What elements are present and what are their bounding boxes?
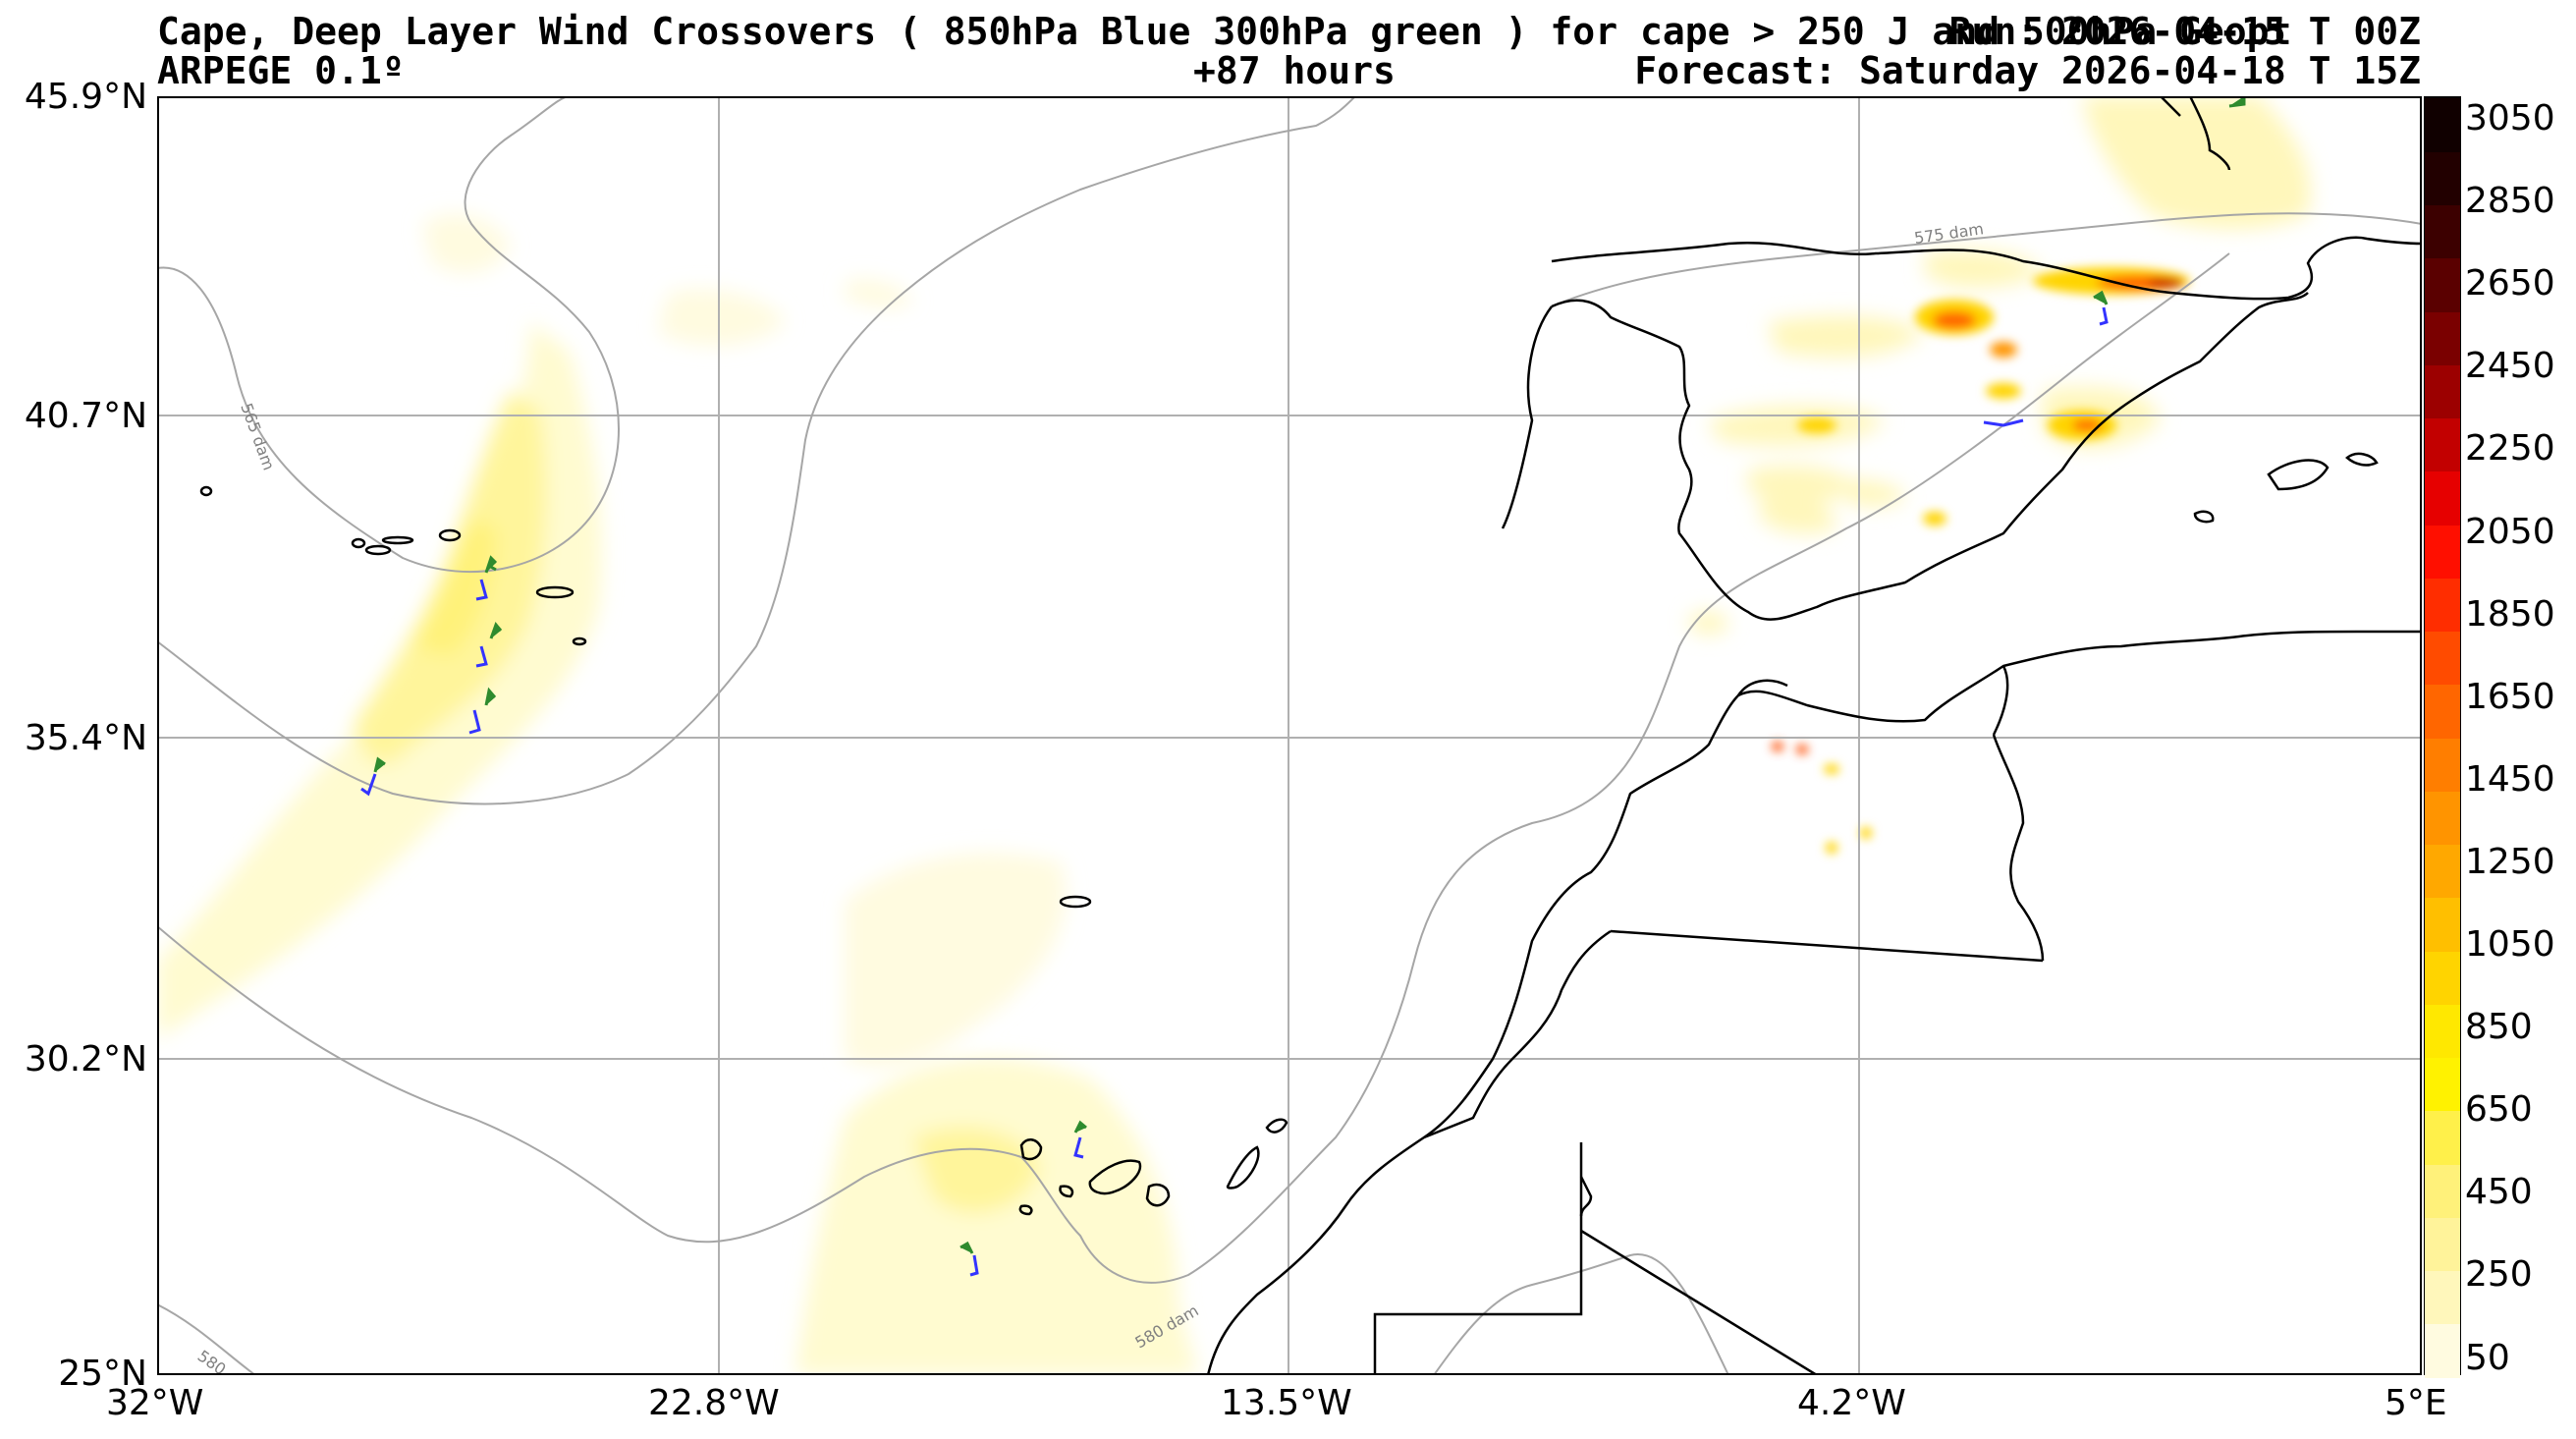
colorbar-segment (2425, 97, 2460, 152)
colorbar-segment (2425, 1109, 2460, 1165)
colorbar-tick-label: 1850 (2465, 593, 2555, 635)
lon-label: 22.8°W (648, 1383, 780, 1423)
map-canvas: 565 dam 575 dam 580 dam 580 dam (157, 96, 2422, 1375)
cape-colorbar (2424, 96, 2461, 1378)
colorbar-segment (2425, 1216, 2460, 1271)
lat-label: 35.4°N (24, 718, 147, 758)
lat-label: 30.2°N (24, 1039, 147, 1079)
model-name: ARPEGE 0.1º (157, 49, 405, 92)
colorbar-tick-label: 650 (2465, 1089, 2533, 1131)
colorbar-tick-label: 2250 (2465, 428, 2555, 470)
graticule (157, 96, 2422, 1375)
colorbar-segment (2425, 790, 2460, 845)
valid-time: Forecast: Saturday 2026-04-18 T 15Z (1634, 49, 2421, 92)
contour-label: 575 dam (1913, 219, 1985, 248)
colorbar-segment (2425, 577, 2460, 632)
colorbar-segment (2425, 310, 2460, 365)
colorbar-segment (2425, 203, 2460, 259)
map-panel[interactable]: 565 dam 575 dam 580 dam 580 dam (157, 96, 2422, 1375)
colorbar-tick-label: 850 (2465, 1007, 2533, 1048)
colorbar-segment (2425, 737, 2460, 792)
lon-label: 4.2°W (1797, 1383, 1906, 1423)
colorbar-segment (2425, 630, 2460, 686)
run-time: Run: 2026-04-15 T 00Z (1948, 10, 2421, 53)
lat-label: 25°N (58, 1354, 147, 1394)
lat-label: 45.9°N (24, 77, 147, 117)
colorbar-tick-label: 3050 (2465, 98, 2555, 138)
colorbar-tick-label: 1650 (2465, 676, 2555, 717)
colorbar-tick-label: 1250 (2465, 841, 2555, 882)
colorbar-tick-label: 2450 (2465, 346, 2555, 387)
colorbar-segment (2425, 1269, 2460, 1325)
lon-label: 32°W (106, 1383, 204, 1423)
lon-label: 13.5°W (1221, 1383, 1352, 1423)
map-title: Cape, Deep Layer Wind Crossovers ( 850hP… (157, 10, 2292, 53)
wind-barbs-850hpa (360, 306, 2109, 1277)
colorbar-tick-label: 2850 (2465, 181, 2555, 222)
coastlines (199, 96, 2422, 1375)
colorbar-segment (2425, 470, 2460, 526)
wind-barbs-300hpa (373, 96, 2246, 1254)
colorbar-segment (2425, 363, 2460, 418)
geopotential-contours (157, 96, 2422, 1375)
colorbar-segment (2425, 256, 2460, 312)
colorbar-segment (2425, 1322, 2460, 1378)
colorbar-tick-label: 250 (2465, 1254, 2533, 1296)
lon-label: 5°E (2384, 1383, 2447, 1423)
cape-cores (1772, 267, 2190, 854)
colorbar-segment (2425, 950, 2460, 1005)
colorbar-tick-label: 2650 (2465, 263, 2555, 304)
colorbar-tick-label: 1450 (2465, 758, 2555, 800)
map-border (157, 96, 2422, 1375)
colorbar-segment (2425, 416, 2460, 472)
contour-label: 580 dam (194, 1347, 262, 1375)
colorbar-segment (2425, 896, 2460, 952)
colorbar-tick-label: 50 (2465, 1337, 2510, 1378)
colorbar-tick-label: 1050 (2465, 924, 2555, 965)
contour-label: 565 dam (237, 401, 278, 472)
colorbar-segment (2425, 843, 2460, 899)
lat-label: 40.7°N (24, 396, 147, 436)
colorbar-segment (2425, 1003, 2460, 1058)
colorbar-segment (2425, 524, 2460, 579)
colorbar-segment (2425, 1163, 2460, 1218)
cape-shading (157, 96, 2311, 1375)
colorbar-segment (2425, 150, 2460, 205)
colorbar-segment (2425, 683, 2460, 739)
colorbar-tick-label: 2050 (2465, 511, 2555, 552)
lead-time: +87 hours (1193, 49, 1396, 92)
colorbar-segment (2425, 1056, 2460, 1112)
colorbar-tick-label: 450 (2465, 1172, 2533, 1213)
